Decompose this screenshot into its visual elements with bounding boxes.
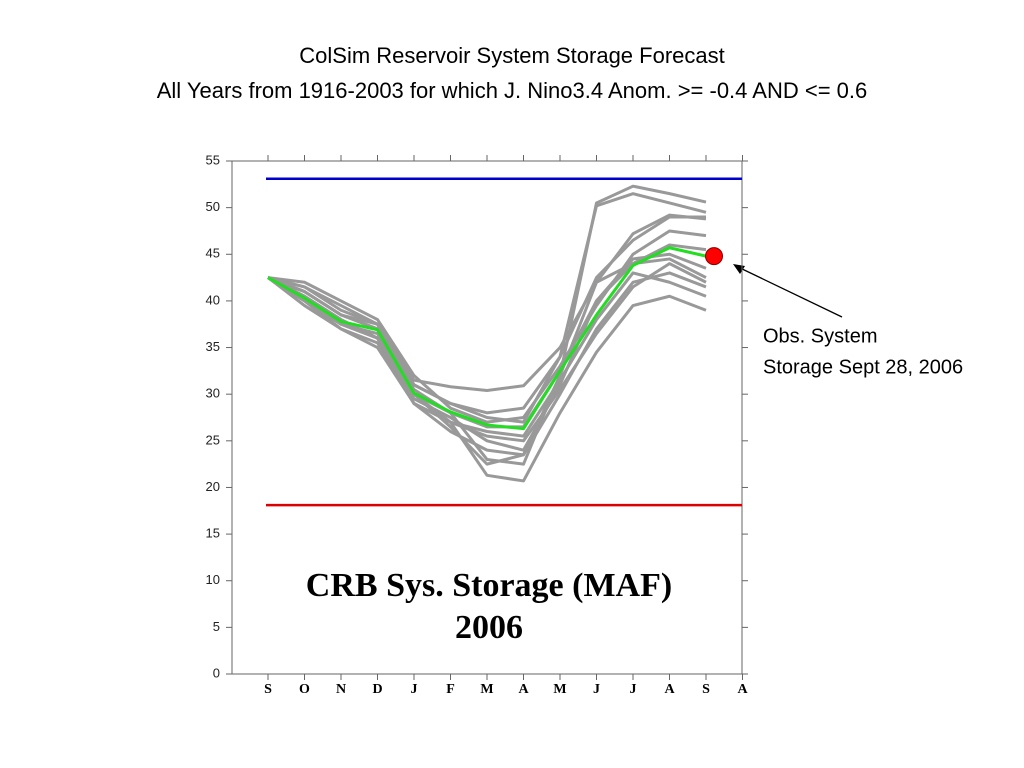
y-tick-label: 30 [206,386,220,401]
annotation-arrow [737,266,843,318]
annotation: Obs. System [763,325,877,347]
chart-title: ColSim Reservoir System Storage Forecast [299,43,724,68]
x-tick-label: A [737,682,748,697]
y-tick-label: 25 [206,432,220,447]
x-tick-label: A [518,682,529,697]
x-tick-label: N [336,682,346,697]
x-tick-label: J [630,682,637,697]
chart-subtitle: All Years from 1916-2003 for which J. Ni… [157,78,868,103]
series-line [267,192,707,424]
x-tick-label: O [299,682,310,697]
series-line [267,229,707,424]
observed-point [705,247,723,266]
y-tick-label: 55 [206,152,220,167]
y-tick-label: 45 [206,246,220,261]
x-tick-label: J [593,682,600,697]
inner-title: CRB Sys. Storage (MAF) [306,567,672,604]
y-tick-label: 40 [206,292,220,307]
series-line [267,271,707,438]
y-tick-label: 35 [206,339,220,354]
inner-year: 2006 [455,609,523,646]
y-tick-label: 0 [213,665,220,680]
series-line [267,262,707,443]
x-tick-label: M [553,682,566,697]
x-tick-label: S [702,682,710,697]
x-tick-label: F [446,682,455,697]
y-tick-label: 50 [206,199,220,214]
x-tick-label: D [372,682,382,697]
series-line [267,246,707,431]
series-line [267,252,707,429]
x-tick-label: A [664,682,675,697]
x-tick-label: S [264,682,272,697]
series-line [267,257,707,466]
y-tick-label: 15 [206,526,220,541]
x-tick-label: J [411,682,418,697]
annotation: Storage Sept 28, 2006 [763,356,963,378]
y-tick-label: 10 [206,572,220,587]
x-tick-label: M [480,682,493,697]
y-tick-label: 5 [213,619,220,634]
series-line [267,213,707,392]
y-tick-label: 20 [206,479,220,494]
